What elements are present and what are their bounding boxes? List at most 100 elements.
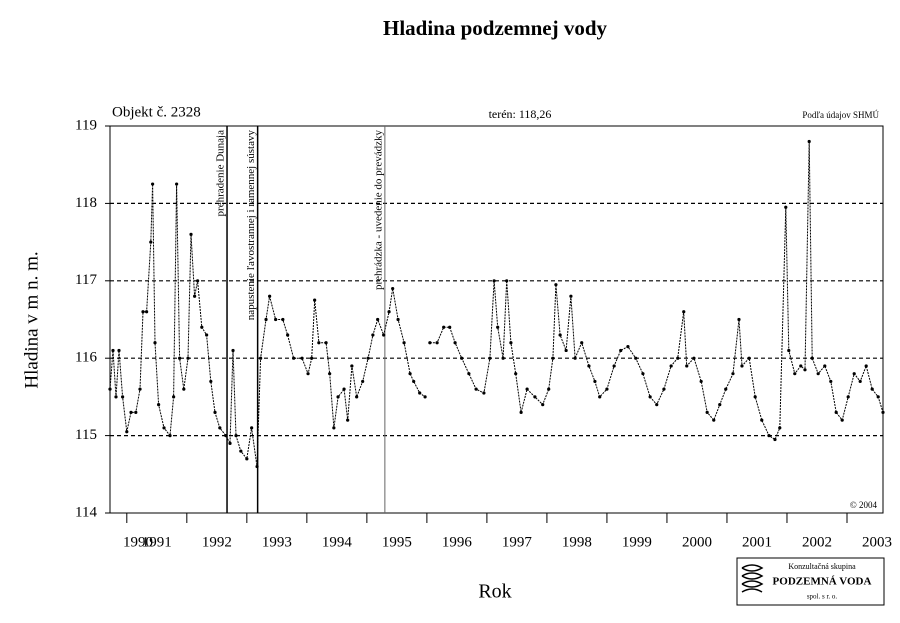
data-point	[382, 333, 386, 337]
data-point	[648, 395, 652, 399]
series	[108, 139, 885, 469]
data-point	[626, 344, 630, 349]
data-point	[778, 426, 782, 430]
data-point	[634, 356, 638, 360]
y-tick-label: 116	[75, 350, 97, 366]
data-point	[834, 410, 838, 414]
data-point	[245, 457, 249, 461]
x-tick-label: 2000	[682, 534, 712, 550]
y-tick-label: 114	[75, 504, 97, 520]
data-point	[514, 372, 518, 376]
data-point	[234, 434, 238, 438]
data-point	[125, 430, 129, 434]
data-point	[793, 372, 797, 376]
data-point	[328, 372, 332, 376]
event-label: napustenie ľavostrannej i ramennej sústa…	[245, 130, 257, 321]
data-point	[402, 341, 406, 345]
x-axis-title: Rok	[478, 581, 511, 603]
data-point	[442, 325, 446, 329]
data-point	[182, 387, 186, 391]
x-tick-label: 2001	[742, 534, 772, 550]
data-point	[816, 372, 820, 376]
data-point	[662, 387, 666, 391]
chart-title: Hladina podzemnej vody	[383, 16, 608, 40]
x-tick-label: 1995	[382, 534, 412, 550]
data-point	[747, 356, 751, 360]
data-point	[408, 372, 412, 376]
x-tick-label: 1994	[322, 534, 353, 550]
data-point	[423, 395, 427, 399]
data-point	[376, 317, 380, 322]
data-point	[396, 317, 400, 322]
x-tick-label: 1998	[562, 534, 592, 550]
x-tick-label: 1997	[502, 534, 533, 550]
data-point	[453, 341, 457, 345]
data-point	[228, 441, 232, 445]
data-point	[676, 356, 680, 360]
data-point	[870, 387, 874, 391]
data-point	[129, 410, 133, 414]
data-point	[186, 356, 190, 360]
data-point	[699, 379, 703, 384]
data-point	[852, 372, 856, 376]
data-point	[121, 395, 125, 399]
logo-icon	[741, 564, 764, 593]
data-point	[492, 279, 496, 283]
data-point	[306, 372, 310, 376]
data-point	[371, 333, 375, 337]
data-point	[196, 279, 200, 283]
data-point	[264, 317, 268, 322]
data-point	[573, 356, 577, 360]
x-tick-label: 1999	[622, 534, 652, 550]
data-point	[274, 317, 278, 322]
data-point	[533, 395, 537, 399]
data-point	[551, 356, 555, 360]
data-point	[501, 356, 505, 360]
data-point	[505, 279, 509, 283]
event-label: prehrádzka - uvedenie do prevádzky	[372, 130, 384, 291]
x-tick-label: 1996	[442, 534, 473, 550]
data-line	[109, 141, 884, 467]
data-point	[336, 395, 340, 399]
data-point	[858, 379, 862, 384]
data-point	[846, 395, 850, 399]
data-point	[324, 341, 328, 345]
data-point	[474, 387, 478, 391]
data-point	[593, 379, 597, 384]
x-tick-label: 2003	[862, 534, 892, 550]
object-label: Objekt č. 2328	[112, 104, 201, 120]
data-point	[731, 372, 735, 376]
data-point	[598, 395, 602, 399]
data-point	[259, 356, 263, 360]
data-point	[172, 395, 176, 399]
data-point	[350, 364, 354, 368]
data-point	[641, 372, 645, 376]
data-point	[541, 403, 545, 407]
data-point	[332, 426, 336, 430]
data-point	[864, 364, 868, 368]
x-tick-label: 1990	[123, 534, 153, 550]
y-tick-label: 117	[75, 272, 97, 288]
x-tick-label: 1993	[262, 534, 292, 550]
data-point	[189, 232, 193, 236]
data-point	[435, 341, 439, 345]
data-point	[655, 403, 659, 407]
data-point	[255, 464, 259, 469]
data-point	[268, 294, 272, 298]
data-point	[740, 364, 744, 368]
data-point	[153, 341, 157, 345]
data-point	[692, 356, 696, 360]
data-point	[840, 418, 844, 422]
data-point	[564, 348, 568, 353]
data-point	[587, 364, 591, 368]
copyright: © 2004	[850, 500, 878, 510]
data-point	[580, 341, 584, 345]
data-point	[141, 310, 145, 314]
data-point	[467, 372, 471, 376]
data-point	[810, 356, 814, 360]
y-tick-label: 115	[75, 427, 97, 443]
terrain-label: terén: 118,26	[489, 107, 552, 121]
data-point	[239, 449, 243, 453]
x-tick-label: 2002	[802, 534, 832, 550]
